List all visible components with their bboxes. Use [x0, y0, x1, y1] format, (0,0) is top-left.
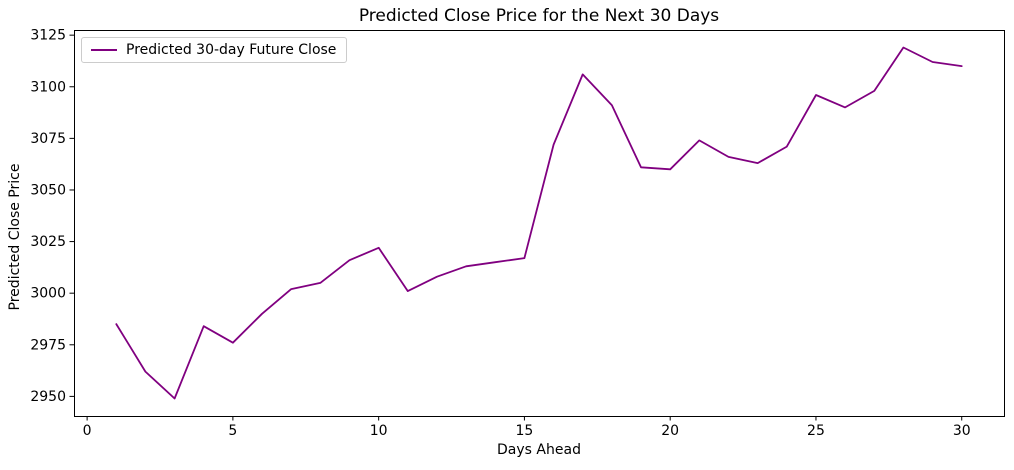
x-tick-label: 30 — [953, 423, 971, 439]
y-tick-label: 3000 — [30, 286, 66, 302]
y-tick-label: 3075 — [30, 131, 66, 147]
y-tick-label: 3025 — [30, 234, 66, 250]
x-tick-label: 25 — [807, 423, 825, 439]
y-tick-label: 3125 — [30, 28, 66, 44]
prediction-line — [115, 46, 963, 400]
x-axis-label: Days Ahead — [497, 442, 581, 458]
y-tick-label: 2975 — [30, 337, 66, 353]
chart-title: Predicted Close Price for the Next 30 Da… — [358, 6, 720, 26]
y-tick-label: 2950 — [30, 389, 66, 405]
x-tick-label: 20 — [661, 423, 679, 439]
x-tick-label: 0 — [83, 423, 92, 439]
x-tick-label: 5 — [228, 423, 237, 439]
x-tick-label: 10 — [370, 423, 388, 439]
legend-label: Predicted 30-day Future Close — [126, 42, 337, 58]
x-tick-label: 15 — [516, 423, 534, 439]
y-tick-label: 3050 — [30, 182, 66, 198]
legend-line-sample — [91, 49, 117, 51]
legend: Predicted 30-day Future Close — [81, 37, 348, 63]
axes-frame — [74, 30, 1005, 417]
y-tick-label: 3100 — [30, 79, 66, 95]
